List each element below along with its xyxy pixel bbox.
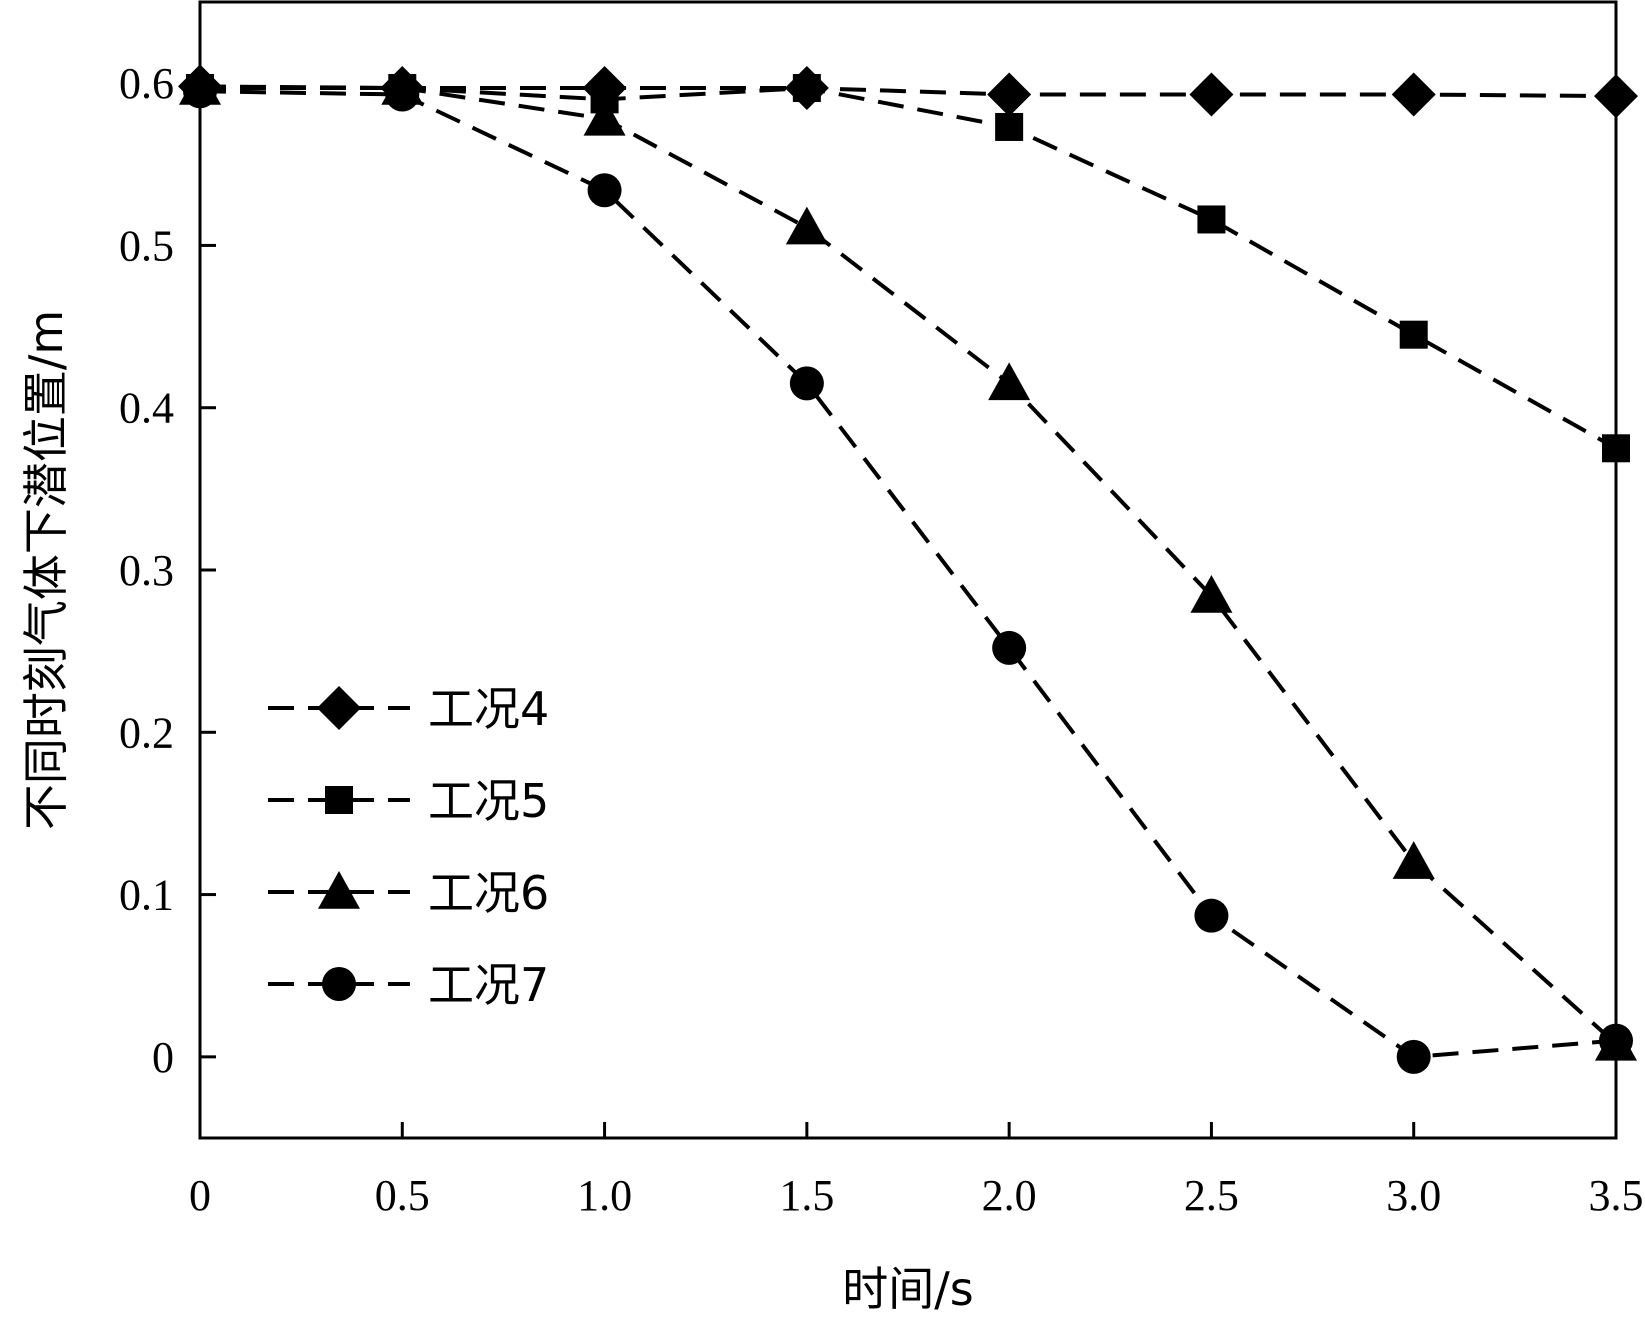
x-tick-label: 1.0 (577, 1171, 632, 1220)
x-tick-label: 0.5 (375, 1171, 430, 1220)
x-tick-label: 3.0 (1386, 1171, 1441, 1220)
series-line (199, 84, 1617, 99)
series-2 (186, 74, 1630, 463)
y-axis-title: 不同时刻气体下潜位置/m (19, 310, 73, 830)
legend-label: 工况7 (428, 958, 549, 1012)
legend-label: 工况6 (428, 866, 549, 920)
legend-item: 工况4 (268, 682, 549, 736)
series-3 (179, 67, 1637, 1061)
data-point-diamond (1594, 74, 1638, 119)
series-4 (183, 74, 1633, 1074)
legend-marker-triangle (318, 871, 360, 909)
data-point-circle (587, 173, 622, 208)
data-point-square (1399, 320, 1428, 349)
series-line (199, 89, 1617, 1059)
legend-item: 工况7 (268, 958, 549, 1012)
data-point-triangle (988, 362, 1031, 401)
data-point-circle (1599, 1023, 1633, 1058)
x-axis: 0 0.5 1.0 1.5 2.0 2.5 3.0 3.5 (189, 1122, 1644, 1220)
data-point-square (1602, 434, 1630, 463)
legend-marker-circle (322, 967, 356, 1001)
data-point-diamond (1391, 72, 1436, 117)
x-tick-label: 3.5 (1589, 1171, 1644, 1220)
data-point-diamond (1189, 72, 1234, 117)
legend-label: 工况4 (428, 682, 549, 736)
data-point-circle (1396, 1039, 1431, 1074)
y-tick-label: 0.1 (119, 871, 174, 920)
data-point-circle (1194, 898, 1229, 933)
data-point-square (1197, 205, 1226, 234)
data-point-triangle (785, 206, 828, 245)
data-point-triangle (583, 97, 626, 136)
data-point-triangle (1190, 574, 1233, 613)
y-tick-label: 0 (152, 1033, 174, 1082)
y-tick-label: 0.2 (119, 708, 174, 757)
legend: 工况4 工况5 工况6 工况7 (268, 682, 549, 1012)
x-tick-label: 2.0 (982, 1171, 1037, 1220)
data-point-circle (183, 74, 217, 109)
x-axis-title: 时间/s (842, 1262, 973, 1316)
series-layer (178, 64, 1638, 1074)
series-line (200, 86, 1618, 1046)
series-line (200, 86, 1617, 451)
plot-frame (198, 0, 1618, 1140)
data-point-circle (992, 630, 1027, 665)
data-point-triangle (1392, 841, 1435, 879)
data-point-circle (385, 77, 420, 112)
legend-marker-diamond (317, 686, 361, 730)
data-point-circle (789, 366, 824, 401)
y-axis: 0 0.1 0.2 0.3 0.4 0.5 0.6 (119, 59, 216, 1082)
legend-marker-square (325, 786, 353, 814)
x-tick-label: 0 (189, 1171, 211, 1220)
y-tick-label: 0.4 (119, 384, 174, 433)
x-tick-label: 1.5 (779, 1171, 834, 1220)
data-point-square (792, 74, 821, 103)
y-tick-label: 0.3 (119, 546, 174, 595)
legend-item: 工况5 (268, 774, 549, 828)
x-tick-label: 2.5 (1184, 1171, 1239, 1220)
data-point-square (995, 112, 1024, 141)
legend-item: 工况6 (268, 866, 549, 920)
y-tick-label: 0.5 (119, 221, 174, 270)
data-point-diamond (987, 72, 1032, 117)
legend-label: 工况5 (428, 774, 549, 828)
y-tick-label: 0.6 (119, 59, 174, 108)
